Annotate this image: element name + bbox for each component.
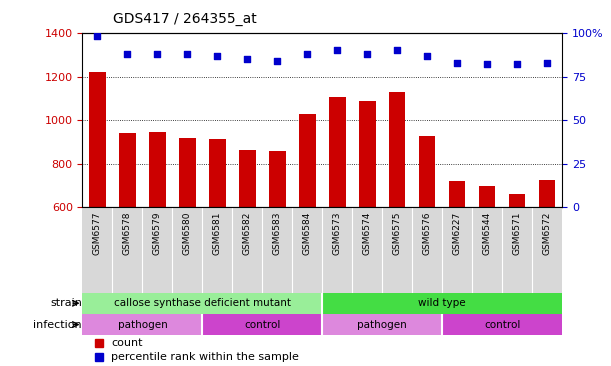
Bar: [449, 181, 466, 207]
Text: percentile rank within the sample: percentile rank within the sample: [111, 352, 299, 362]
Point: [482, 61, 492, 67]
Bar: [82, 207, 562, 292]
Bar: [442, 314, 562, 335]
Text: GSM6579: GSM6579: [153, 212, 162, 255]
Text: wild type: wild type: [419, 298, 466, 308]
Text: GSM6575: GSM6575: [393, 212, 402, 255]
Bar: [509, 194, 525, 207]
Bar: [149, 132, 166, 207]
Text: pathogen: pathogen: [357, 320, 407, 329]
Text: GSM6577: GSM6577: [93, 212, 102, 255]
Text: callose synthase deficient mutant: callose synthase deficient mutant: [114, 298, 291, 308]
Point: [123, 51, 133, 57]
Bar: [479, 186, 496, 207]
Bar: [119, 133, 136, 207]
Point: [302, 51, 312, 57]
Text: GSM6576: GSM6576: [423, 212, 432, 255]
Text: strain: strain: [50, 298, 82, 308]
Text: infection: infection: [34, 320, 82, 329]
Text: count: count: [111, 338, 143, 348]
Text: GSM6227: GSM6227: [453, 212, 462, 255]
Text: GSM6571: GSM6571: [513, 212, 522, 255]
Bar: [539, 180, 555, 207]
Point: [93, 34, 103, 40]
Bar: [82, 314, 202, 335]
Text: pathogen: pathogen: [117, 320, 167, 329]
Point: [452, 60, 462, 66]
Point: [422, 53, 432, 59]
Text: GSM6544: GSM6544: [483, 212, 492, 255]
Bar: [389, 92, 406, 207]
Bar: [359, 101, 376, 207]
Bar: [82, 292, 323, 314]
Point: [362, 51, 372, 57]
Bar: [239, 150, 255, 207]
Text: GSM6578: GSM6578: [123, 212, 132, 255]
Text: GSM6581: GSM6581: [213, 212, 222, 255]
Point: [332, 48, 342, 53]
Bar: [299, 113, 315, 207]
Point: [392, 48, 402, 53]
Text: GSM6583: GSM6583: [273, 212, 282, 255]
Text: GSM6574: GSM6574: [363, 212, 371, 255]
Bar: [419, 137, 436, 207]
Bar: [269, 151, 285, 207]
Bar: [89, 72, 106, 207]
Bar: [202, 314, 323, 335]
Text: GSM6572: GSM6572: [543, 212, 552, 255]
Point: [512, 61, 522, 67]
Bar: [323, 314, 442, 335]
Text: control: control: [484, 320, 521, 329]
Bar: [323, 292, 562, 314]
Point: [273, 58, 282, 64]
Point: [153, 51, 163, 57]
Text: GSM6580: GSM6580: [183, 212, 192, 255]
Text: GDS417 / 264355_at: GDS417 / 264355_at: [113, 12, 257, 26]
Point: [213, 53, 222, 59]
Point: [243, 56, 252, 62]
Text: GSM6573: GSM6573: [333, 212, 342, 255]
Point: [183, 51, 192, 57]
Bar: [329, 97, 346, 207]
Text: GSM6584: GSM6584: [303, 212, 312, 255]
Text: GSM6582: GSM6582: [243, 212, 252, 255]
Text: control: control: [244, 320, 280, 329]
Point: [542, 60, 552, 66]
Bar: [179, 138, 196, 207]
Bar: [209, 139, 225, 207]
